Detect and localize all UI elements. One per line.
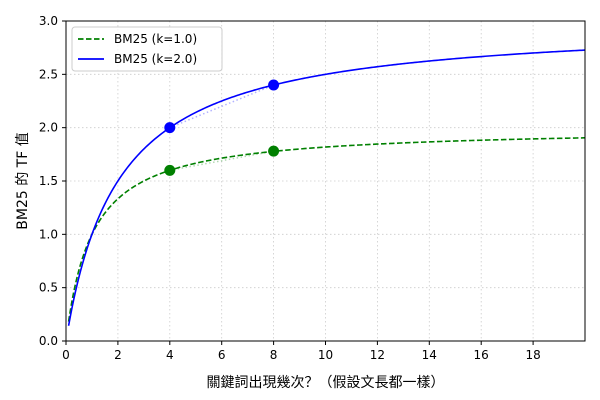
x-tick-label: 12 <box>370 348 385 362</box>
data-point-marker <box>164 122 176 134</box>
series-line-k2 <box>67 49 586 326</box>
chord-line <box>169 150 274 172</box>
y-tick-label: 1.5 <box>39 174 58 188</box>
x-tick-label: 0 <box>62 348 70 362</box>
legend-label-k2: BM25 (k=2.0) <box>114 52 197 66</box>
y-tick-label: 0.0 <box>39 334 58 348</box>
data-point-marker <box>268 79 280 91</box>
chord-line <box>169 84 274 129</box>
grid-lines <box>66 21 585 341</box>
data-point-marker <box>164 164 176 176</box>
series-lines <box>67 49 586 326</box>
x-tick-label: 18 <box>525 348 540 362</box>
legend-label-k1: BM25 (k=1.0) <box>114 32 197 46</box>
data-point-marker <box>268 145 280 157</box>
y-tick-label: 0.5 <box>39 281 58 295</box>
x-tick-label: 14 <box>422 348 437 362</box>
x-tick-label: 16 <box>474 348 489 362</box>
legend-box <box>71 26 223 72</box>
x-axis-label: 關鍵詞出現幾次？（假設文長都一樣） <box>207 374 445 391</box>
y-tick-label: 1.0 <box>39 227 58 241</box>
marker-chords <box>169 84 274 172</box>
y-axis-ticks: 0.0 0.5 1.0 1.5 2.0 2.5 3.0 <box>39 14 66 348</box>
y-tick-label: 2.5 <box>39 67 58 81</box>
x-tick-label: 8 <box>270 348 278 362</box>
data-markers <box>164 79 280 176</box>
y-tick-label: 3.0 <box>39 14 58 28</box>
legend: BM25 (k=1.0) BM25 (k=2.0) <box>71 26 223 72</box>
x-tick-label: 6 <box>218 348 226 362</box>
x-tick-label: 10 <box>318 348 333 362</box>
x-tick-label: 2 <box>114 348 122 362</box>
y-tick-label: 2.0 <box>39 121 58 135</box>
series-line-k1 <box>67 137 586 322</box>
x-axis-ticks: 0 2 4 6 8 10 12 14 16 18 <box>62 341 541 362</box>
y-axis-label: BM25 的 TF 值 <box>15 132 31 229</box>
x-tick-label: 4 <box>166 348 174 362</box>
